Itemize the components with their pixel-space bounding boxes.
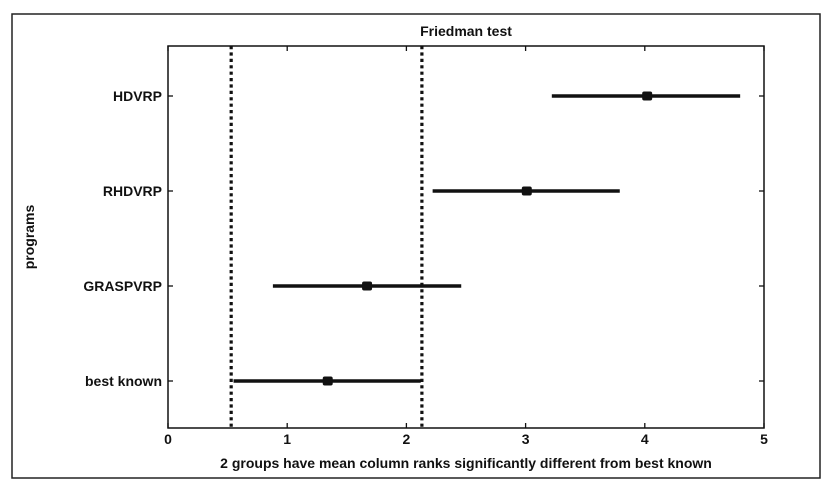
x-tick-label: 2	[403, 431, 411, 447]
y-tick-label: HDVRP	[113, 88, 162, 104]
y-tick-label: RHDVRP	[103, 183, 162, 199]
x-axis-label: 2 groups have mean column ranks signific…	[220, 455, 712, 471]
mean-marker	[642, 91, 653, 101]
x-tick-label: 5	[760, 431, 768, 447]
y-axis-label: programs	[21, 205, 37, 270]
y-tick-label: best known	[85, 373, 162, 389]
x-tick-label: 4	[641, 431, 649, 447]
x-tick-label: 1	[283, 431, 291, 447]
x-tick-label: 3	[522, 431, 530, 447]
x-tick-label: 0	[164, 431, 172, 447]
y-tick-label: GRASPVRP	[83, 278, 162, 294]
figure-border	[11, 13, 821, 479]
mean-marker	[322, 376, 333, 386]
mean-marker	[362, 281, 373, 291]
plot-area	[167, 45, 765, 429]
chart-title: Friedman test	[420, 23, 512, 39]
mean-marker	[521, 186, 532, 196]
